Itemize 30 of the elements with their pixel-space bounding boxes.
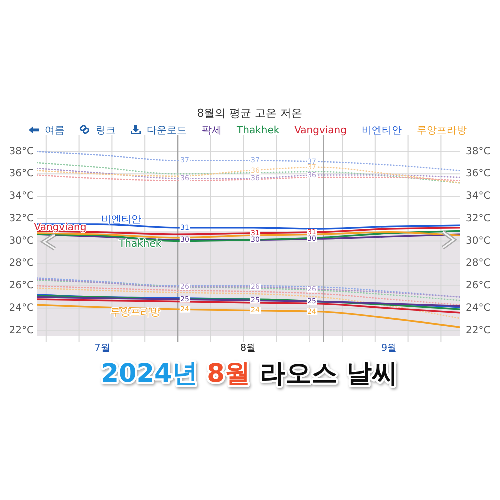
y-tick-label: 30°C (9, 236, 34, 247)
y2-tick-label: 24°C (466, 302, 491, 314)
y-tick-label: 26°C (9, 280, 34, 292)
annotation: 링크 (96, 126, 116, 136)
annotation: 루앙프라방 (110, 307, 161, 318)
y-tick-label: 36°C (9, 168, 34, 180)
annotation: 여름 (45, 126, 65, 136)
y2-tick-label: 34°C (466, 191, 491, 202)
y-tick-label: 28°C (9, 258, 34, 270)
x-tick-label: 7월 (94, 343, 111, 354)
text: 2024년 8월 라오스 날씨 (101, 359, 399, 389)
y2-tick-label: 38°C (466, 146, 491, 158)
y2-tick-label: 26°C (466, 280, 491, 292)
y-tick-label: 34°C (9, 191, 34, 202)
y-tick-label: 24°C (9, 302, 34, 314)
y-tick-label: 32°C (9, 213, 34, 224)
y2-tick-label: 28°C (466, 258, 491, 270)
annotation: Thakhek (118, 239, 162, 250)
annotation: 다운로드 (147, 126, 187, 136)
y-tick-label: 22°C (9, 325, 34, 336)
annotation: Vangviang (34, 222, 87, 234)
y2-tick-label: 30°C (466, 236, 491, 247)
y-tick-label: 38°C (9, 146, 34, 158)
y2-tick-label: 36°C (466, 168, 491, 180)
annotation: 비엔티안 (102, 214, 142, 226)
y2-tick-label: 32°C (466, 213, 491, 224)
y2-tick-label: 22°C (466, 325, 491, 336)
chart-subtitle: 8월의 평균 고온 저온 (197, 107, 303, 120)
x-tick-label: 9월 (381, 343, 398, 354)
x-tick-label: 8월 (240, 343, 257, 354)
